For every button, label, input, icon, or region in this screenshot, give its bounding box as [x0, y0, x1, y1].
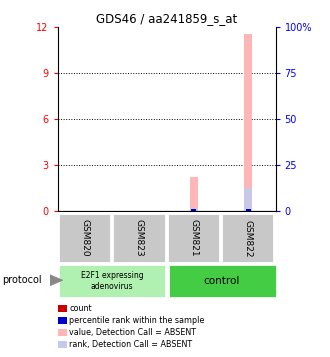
- Polygon shape: [50, 275, 63, 286]
- Text: GSM821: GSM821: [189, 220, 198, 257]
- Bar: [244, 34, 252, 211]
- Bar: [190, 208, 198, 211]
- Text: GDS46 / aa241859_s_at: GDS46 / aa241859_s_at: [96, 12, 237, 25]
- Text: control: control: [203, 276, 239, 286]
- FancyBboxPatch shape: [58, 213, 111, 263]
- Text: count: count: [69, 304, 92, 313]
- Text: percentile rank within the sample: percentile rank within the sample: [69, 316, 205, 325]
- Bar: [246, 209, 251, 211]
- Bar: [190, 177, 198, 211]
- Bar: [244, 188, 252, 211]
- FancyBboxPatch shape: [58, 264, 166, 298]
- Text: value, Detection Call = ABSENT: value, Detection Call = ABSENT: [69, 328, 196, 337]
- Text: protocol: protocol: [2, 275, 41, 285]
- Text: GSM822: GSM822: [244, 220, 253, 257]
- Text: GSM823: GSM823: [135, 220, 144, 257]
- Text: GSM820: GSM820: [81, 220, 89, 257]
- FancyBboxPatch shape: [168, 264, 277, 298]
- FancyBboxPatch shape: [167, 213, 220, 263]
- Bar: [191, 209, 196, 211]
- FancyBboxPatch shape: [221, 213, 275, 263]
- Text: rank, Detection Call = ABSENT: rank, Detection Call = ABSENT: [69, 340, 192, 349]
- Text: E2F1 expressing
adenovirus: E2F1 expressing adenovirus: [81, 271, 144, 291]
- FancyBboxPatch shape: [112, 213, 166, 263]
